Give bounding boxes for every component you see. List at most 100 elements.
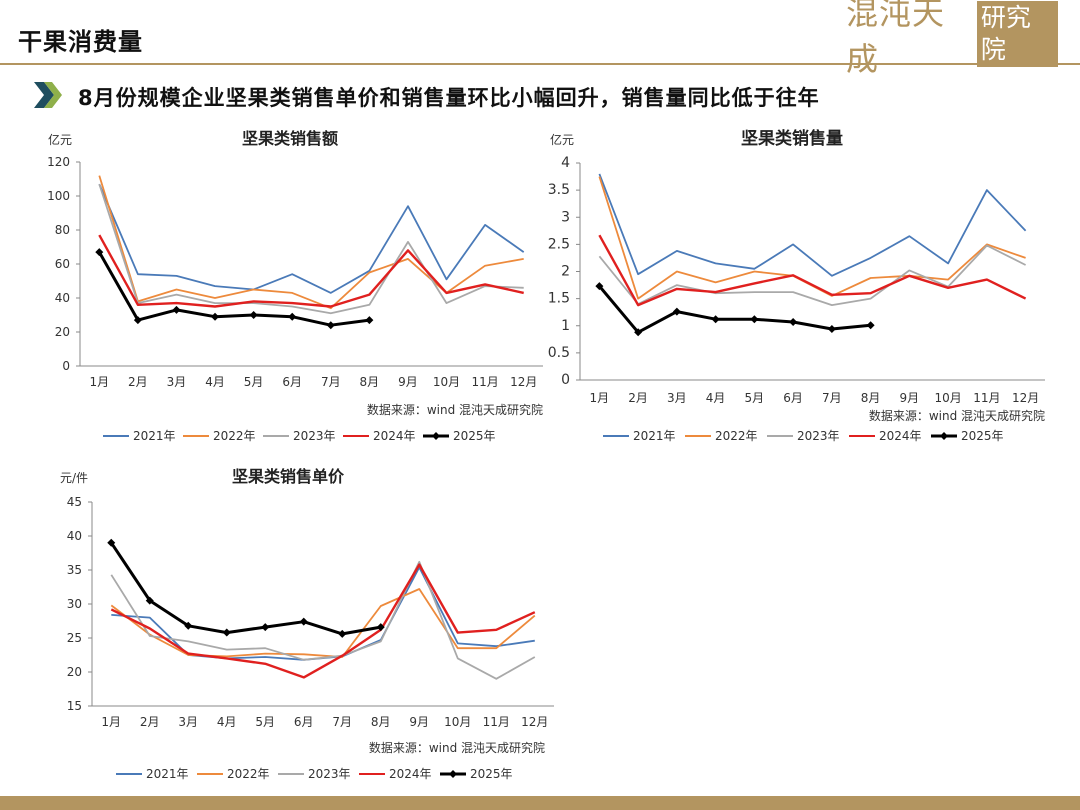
x-tick-label: 3月 — [167, 375, 187, 389]
x-tick-label: 11月 — [471, 375, 498, 389]
data-point — [326, 321, 335, 330]
y-tick-label: 0 — [561, 372, 570, 388]
subtitle: 8月份规模企业坚果类销售单价和销售量环比小幅回升，销售量同比低于往年 — [78, 86, 820, 110]
data-point — [184, 621, 193, 630]
series-line — [98, 175, 524, 310]
double-chevron-icon — [34, 82, 64, 112]
legend-label: 2021年 — [146, 767, 189, 781]
data-point — [261, 623, 270, 632]
legend-label: 2021年 — [633, 429, 676, 443]
y-tick-label: 4 — [561, 155, 570, 171]
y-tick-label: 40 — [67, 529, 82, 543]
series-line — [110, 563, 536, 679]
series-2023年 — [98, 183, 524, 315]
chart-2: 坚果类销售量 亿元 0 0.5 1 1.5 2 2.5 3 3.5 4 1月 2月 3月 4月 5月 6月 7月 8… — [548, 128, 1045, 443]
x-tick-label: 4月 — [217, 715, 237, 729]
x-tick-label: 6月 — [282, 375, 302, 389]
series-2021年 — [598, 173, 1027, 277]
series-line — [110, 588, 536, 658]
x-tick-label: 4月 — [706, 391, 726, 405]
y-axis-unit: 元/件 — [60, 471, 88, 485]
subtitle-row: 8月份规模企业坚果类销售单价和销售量环比小幅回升，销售量同比低于往年 — [34, 80, 820, 114]
data-point — [222, 628, 231, 637]
y-tick-label: 100 — [47, 189, 70, 203]
x-tick-label: 6月 — [294, 715, 314, 729]
legend-label: 2022年 — [715, 429, 758, 443]
y-tick-label: 60 — [55, 257, 70, 271]
chart-1: 坚果类销售额 亿元 0 20 40 60 80 100 120 1月 2月 3月 4月 5月 6月 7月 8月 9… — [47, 129, 543, 443]
logo-box-text: 研究院 — [976, 1, 1058, 67]
x-tick-label: 12月 — [521, 715, 548, 729]
data-point — [789, 317, 798, 326]
series-2025年 — [107, 538, 385, 638]
x-tick-label: 3月 — [178, 715, 198, 729]
x-tick-label: 1月 — [101, 715, 121, 729]
x-tick-label: 8月 — [360, 375, 380, 389]
x-tick-label: 9月 — [409, 715, 429, 729]
y-tick-label: 0 — [62, 359, 70, 373]
x-tick-label: 8月 — [861, 391, 881, 405]
y-tick-label: 1 — [561, 318, 570, 334]
x-tick-label: 2月 — [628, 391, 648, 405]
footer-bar — [0, 796, 1080, 810]
x-tick-label: 8月 — [371, 715, 391, 729]
series-line — [598, 244, 1027, 307]
x-tick-label: 6月 — [783, 391, 803, 405]
y-tick-label: 3.5 — [548, 182, 570, 198]
legend-label: 2023年 — [797, 429, 840, 443]
y-tick-label: 30 — [67, 597, 82, 611]
data-point — [145, 596, 154, 605]
page-title: 干果消费量 — [18, 28, 143, 56]
series-line — [110, 541, 382, 636]
y-tick-label: 2.5 — [548, 236, 570, 252]
series-line — [97, 251, 370, 327]
legend-label: 2023年 — [293, 429, 336, 443]
y-tick-label: 120 — [47, 155, 70, 169]
series-line — [598, 234, 1027, 307]
data-point — [288, 312, 297, 321]
legend-label: 2022年 — [213, 429, 256, 443]
source-note: 数据来源：wind 混沌天成研究院 — [367, 402, 543, 417]
legend-label: 2025年 — [453, 429, 496, 443]
x-tick-label: 7月 — [332, 715, 352, 729]
y-tick-label: 80 — [55, 223, 70, 237]
x-tick-label: 4月 — [205, 375, 225, 389]
data-point — [595, 282, 604, 291]
data-point — [365, 316, 374, 325]
x-tick-label: 11月 — [483, 715, 510, 729]
x-tick-label: 7月 — [822, 391, 842, 405]
x-tick-label: 5月 — [745, 391, 765, 405]
x-tick-label: 9月 — [398, 375, 418, 389]
source-note: 数据来源：wind 混沌天成研究院 — [869, 408, 1045, 423]
y-tick-label: 3 — [561, 209, 570, 225]
legend-label: 2024年 — [373, 429, 416, 443]
data-point — [107, 538, 116, 547]
series-2021年 — [98, 183, 525, 294]
chart-3: 坚果类销售单价 元/件 15 20 25 30 35 40 45 1月 2月 3月 4月 5月 6月 7月 8月… — [60, 467, 554, 781]
series-line — [98, 183, 525, 294]
x-tick-label: 5月 — [255, 715, 275, 729]
data-point — [172, 305, 181, 314]
chart-title: 坚果类销售额 — [242, 129, 338, 148]
data-point — [133, 316, 142, 325]
x-tick-label: 2月 — [128, 375, 148, 389]
data-point — [249, 311, 258, 319]
y-tick-label: 25 — [67, 631, 82, 645]
series-line — [598, 173, 1027, 277]
x-tick-label: 9月 — [900, 391, 920, 405]
chart-title: 坚果类销售单价 — [232, 467, 345, 486]
legend-label: 2024年 — [389, 767, 432, 781]
series-2025年 — [95, 248, 374, 330]
y-tick-label: 15 — [67, 699, 82, 713]
series-2024年 — [98, 234, 524, 308]
x-tick-label: 1月 — [590, 391, 610, 405]
x-tick-label: 10月 — [433, 375, 460, 389]
y-tick-label: 45 — [67, 495, 82, 509]
series-line — [98, 234, 524, 308]
legend-label: 2023年 — [308, 767, 351, 781]
x-tick-label: 10月 — [934, 391, 961, 405]
series-2023年 — [110, 560, 536, 680]
y-tick-label: 2 — [561, 264, 570, 280]
legend-marker — [940, 432, 948, 440]
